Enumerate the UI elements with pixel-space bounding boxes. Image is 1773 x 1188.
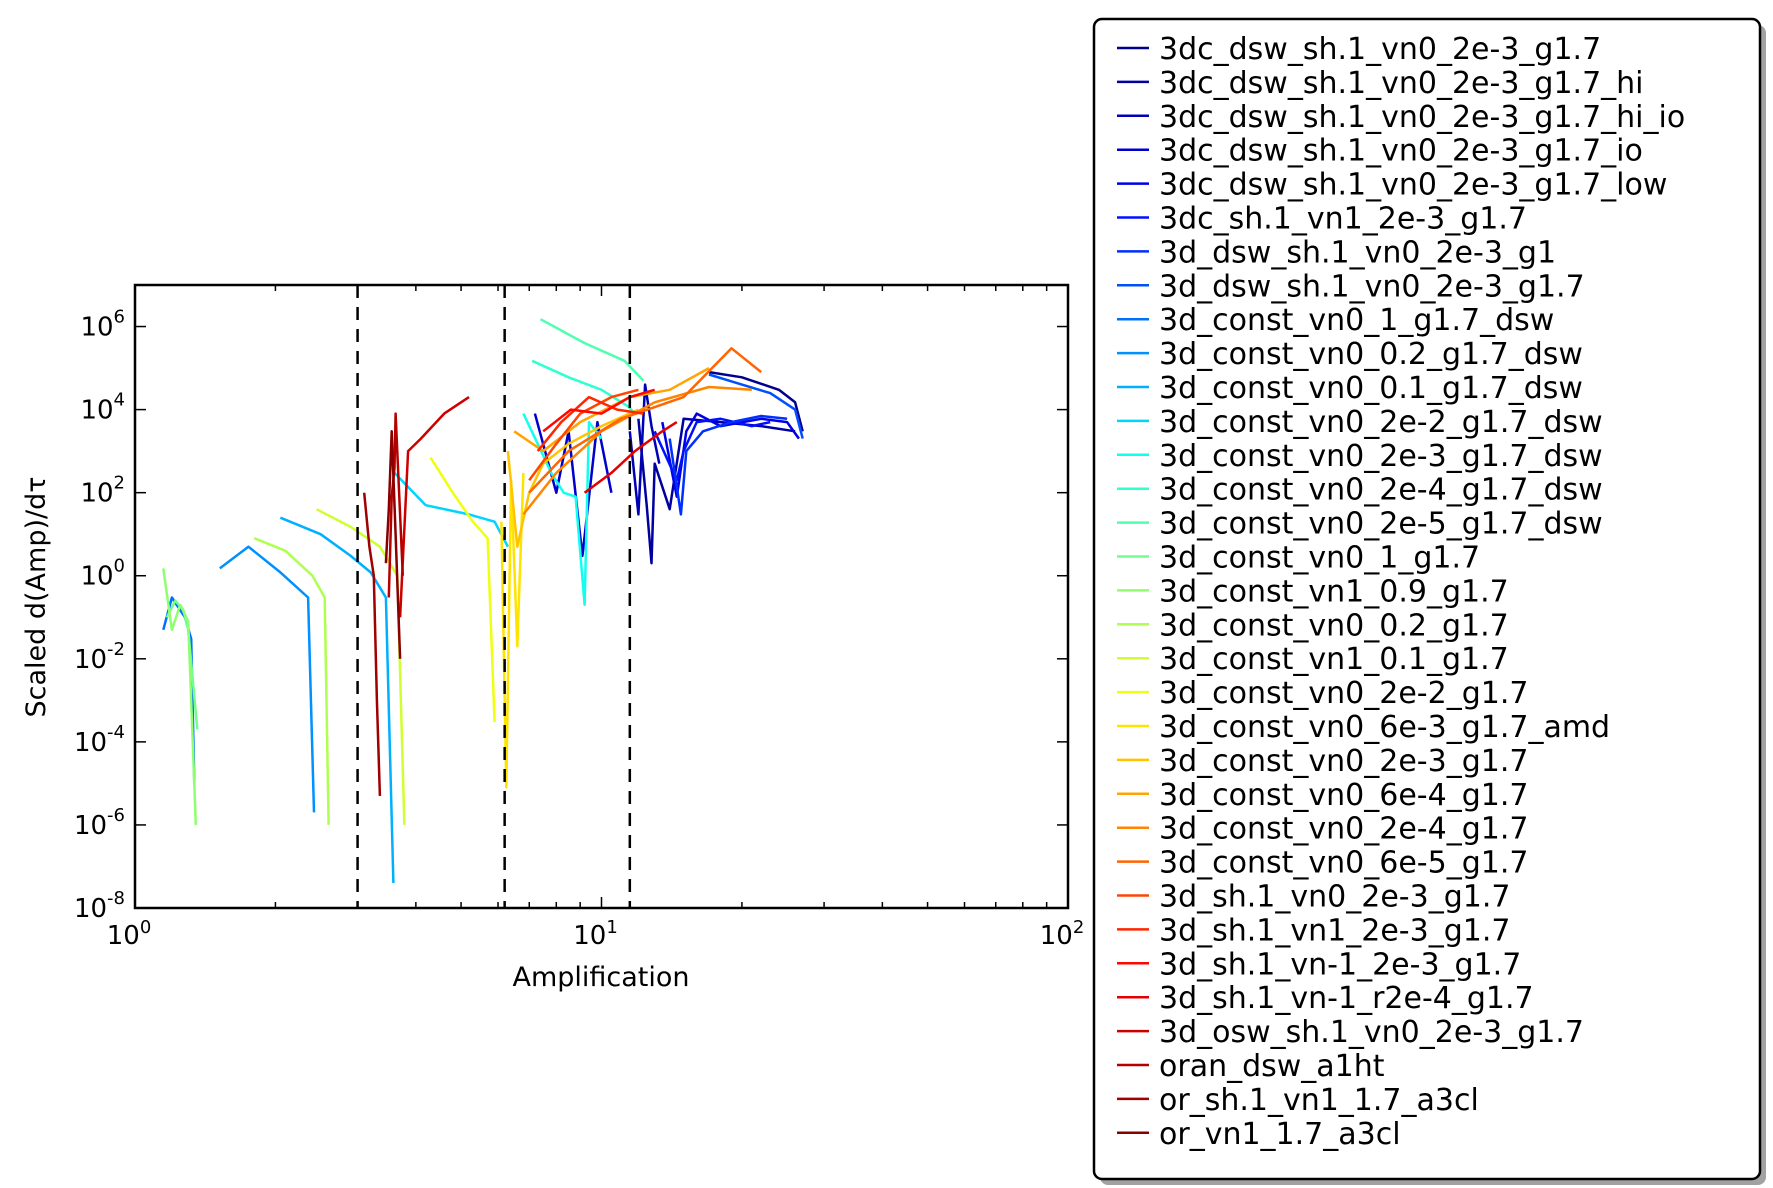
legend-label-27: 3d_sh.1_vn1_2e-3_g1.7 [1159, 913, 1510, 948]
legend-label-23: 3d_const_vn0_6e-4_g1.7 [1159, 778, 1528, 813]
series-line-31 [387, 412, 405, 598]
legend-label-14: 3d_const_vn0_2e-4_g1.7_dsw [1159, 473, 1603, 508]
series-line-32 [362, 492, 382, 796]
y-tick-label-5: 100 [80, 556, 125, 592]
legend-label-15: 3d_const_vn0_2e-5_g1.7_dsw [1159, 507, 1603, 542]
x-tick-label-2: 101 [573, 917, 618, 951]
legend-label-31: oran_dsw_a1ht [1159, 1049, 1385, 1084]
legend-label-4: 3dc_dsw_sh.1_vn0_2e-3_g1.7_io [1159, 134, 1643, 169]
legend-label-32: or_sh.1_vn1_1.7_a3cl [1159, 1083, 1479, 1118]
legend-label-8: 3d_dsw_sh.1_vn0_2e-3_g1.7 [1159, 269, 1585, 304]
x-tick-label-1: 100 [107, 917, 152, 951]
series-line-26 [528, 388, 639, 481]
y-axis-title: Scaled d(Amp)/dτ [21, 477, 52, 718]
legend-label-19: 3d_const_vn1_0.1_g1.7 [1159, 642, 1509, 677]
legend-label-6: 3dc_sh.1_vn1_2e-3_g1.7 [1159, 202, 1527, 237]
legend-label-7: 3d_dsw_sh.1_vn0_2e-3_g1 [1159, 235, 1556, 270]
y-tick-label-3: 10-4 [74, 722, 125, 758]
y-tick-label-8: 106 [80, 307, 125, 343]
legend-label-20: 3d_const_vn0_2e-2_g1.7 [1159, 676, 1528, 711]
y-tick-label-4: 10-2 [74, 639, 125, 675]
legend-label-12: 3d_const_vn0_2e-2_g1.7_dsw [1159, 405, 1603, 440]
legend-label-29: 3d_sh.1_vn-1_r2e-4_g1.7 [1159, 981, 1534, 1016]
x-tick-label-3: 102 [1040, 917, 1085, 951]
series-layer [162, 318, 804, 884]
legend-label-22: 3d_const_vn0_2e-3_g1.7 [1159, 744, 1528, 779]
y-tick-label-2: 10-6 [74, 805, 125, 841]
series-line-18 [253, 537, 330, 825]
legend-label-3: 3dc_dsw_sh.1_vn0_2e-3_g1.7_hi_io [1159, 100, 1685, 135]
legend-label-21: 3d_const_vn0_6e-3_g1.7_amd [1159, 710, 1610, 745]
y-tick-label-7: 104 [80, 390, 125, 426]
legend: 3dc_dsw_sh.1_vn0_2e-3_g1.73dc_dsw_sh.1_v… [1117, 32, 1685, 1152]
reference-lines [356, 285, 632, 908]
legend-label-11: 3d_const_vn0_0.1_g1.7_dsw [1159, 371, 1583, 406]
series-line-20 [429, 456, 496, 723]
legend-label-9: 3d_const_vn0_1_g1.7_dsw [1159, 303, 1554, 338]
series-line-7 [668, 414, 788, 516]
legend-label-33: or_vn1_1.7_a3cl [1159, 1117, 1401, 1152]
legend-label-25: 3d_const_vn0_6e-5_g1.7 [1159, 846, 1528, 881]
series-line-29 [583, 421, 678, 494]
series-line-10 [219, 545, 316, 813]
series-line-27 [536, 395, 644, 452]
series-line-15 [539, 318, 645, 382]
legend-label-24: 3d_const_vn0_2e-4_g1.7 [1159, 812, 1528, 847]
legend-label-5: 3dc_dsw_sh.1_vn0_2e-3_g1.7_low [1159, 168, 1667, 203]
legend-label-10: 3d_const_vn0_0.2_g1.7_dsw [1159, 337, 1583, 372]
y-axis: 10-8 10-6 10-4 10-2 100 102 104 106 [74, 307, 1068, 924]
legend-label-13: 3d_const_vn0_2e-3_g1.7_dsw [1159, 439, 1603, 474]
legend-label-28: 3d_sh.1_vn-1_2e-3_g1.7 [1159, 947, 1521, 982]
series-line-28 [542, 388, 656, 433]
legend-label-16: 3d_const_vn0_1_g1.7 [1159, 541, 1480, 576]
legend-label-30: 3d_osw_sh.1_vn0_2e-3_g1.7 [1159, 1015, 1584, 1050]
legend-label-17: 3d_const_vn1_0.9_g1.7 [1159, 574, 1509, 609]
y-tick-label-1: 10-8 [74, 888, 125, 924]
legend-label-2: 3dc_dsw_sh.1_vn0_2e-3_g1.7_hi [1159, 66, 1644, 101]
series-line-8 [708, 373, 804, 439]
series-line-1 [708, 370, 804, 432]
series-line-23 [513, 367, 710, 453]
legend-box [1092, 17, 1762, 1181]
series-line-30 [398, 396, 470, 618]
legend-label-26: 3d_sh.1_vn0_2e-3_g1.7 [1159, 880, 1510, 915]
series-line-11 [279, 516, 395, 884]
x-axis-title: Amplification [512, 962, 689, 993]
legend-label-1: 3dc_dsw_sh.1_vn0_2e-3_g1.7 [1159, 32, 1601, 67]
legend-label-18: 3d_const_vn0_0.2_g1.7 [1159, 608, 1509, 643]
series-line-33 [384, 430, 402, 659]
series-line-14 [531, 359, 636, 415]
series-line-25 [528, 347, 762, 494]
series-line-22 [506, 408, 639, 548]
x-axis: 100 101 102 [107, 285, 1085, 951]
y-tick-label-6: 102 [80, 473, 125, 509]
series-line-17 [162, 568, 198, 825]
